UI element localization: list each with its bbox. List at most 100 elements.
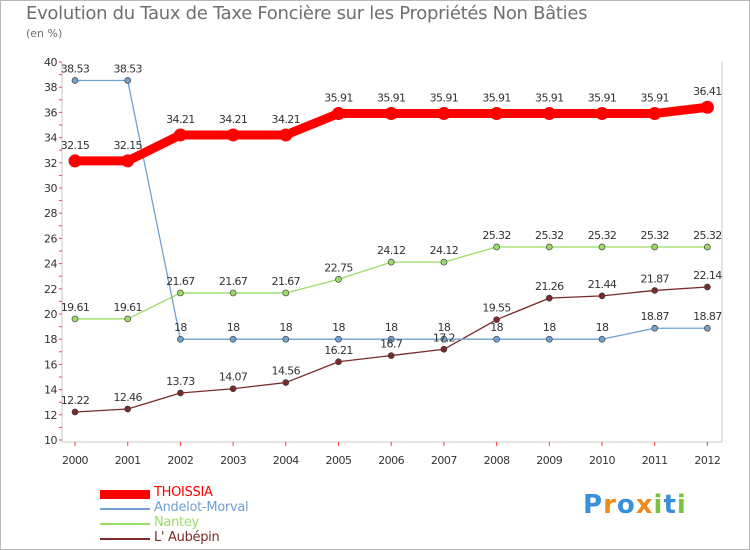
- data-point-thoissia: [542, 107, 556, 121]
- data-point-nantey: [598, 243, 606, 251]
- x-tick-label: 2002: [167, 454, 193, 467]
- data-point-andelot-morval: [335, 335, 342, 343]
- legend-label-thoissia: THOISSIA: [154, 485, 213, 500]
- y-tick-label: 36: [44, 106, 57, 119]
- y-tick-label: 14: [44, 384, 57, 397]
- data-point-thoissia: [595, 107, 609, 121]
- data-label-andelot-morval: 18: [174, 321, 187, 334]
- data-point-andelot-morval: [387, 335, 395, 343]
- data-point-thoissia: [279, 128, 293, 142]
- data-label-andelot-morval: 18: [332, 321, 345, 334]
- data-label-andelot-morval: 18.87: [640, 310, 669, 323]
- data-point-andelot-morval: [493, 335, 500, 343]
- data-label-andelot-morval: 38.53: [113, 63, 142, 76]
- data-label-nantey: 21.67: [166, 275, 195, 288]
- data-point-andelot-morval: [71, 77, 79, 84]
- x-tick-label: 2012: [694, 454, 720, 467]
- x-tick-label: 2007: [431, 454, 457, 467]
- legend-swatch-nantey: [100, 523, 150, 525]
- proxiti-logo: Proxiti: [583, 490, 687, 520]
- y-tick-label: 16: [44, 358, 57, 371]
- data-point-andelot-morval: [651, 324, 659, 332]
- data-label-thoissia: 32.15: [61, 139, 90, 152]
- data-label-nantey: 25.32: [640, 229, 669, 242]
- data-point-andelot-morval: [177, 335, 184, 343]
- y-tick-label: 10: [44, 434, 57, 447]
- x-tick-label: 2001: [115, 454, 141, 467]
- data-label-thoissia: 35.91: [324, 92, 353, 105]
- data-point-l-aub-pin: [177, 389, 184, 397]
- data-point-andelot-morval: [124, 77, 132, 84]
- x-tick-label: 2003: [220, 454, 246, 467]
- data-point-nantey: [651, 243, 659, 251]
- data-point-l-aub-pin: [704, 283, 711, 291]
- y-tick-label: 26: [44, 232, 57, 245]
- legend-label-nantey: Nantey: [154, 515, 199, 530]
- data-point-thoissia: [226, 128, 240, 142]
- data-point-andelot-morval: [229, 335, 237, 343]
- logo-letter: P: [583, 490, 604, 520]
- data-label-nantey: 24.12: [377, 244, 406, 257]
- legend-label-l-aub-pin: L' Aubépin: [154, 530, 220, 545]
- data-label-nantey: 25.32: [693, 229, 722, 242]
- chart-title: Evolution du Taux de Taxe Foncière sur l…: [26, 3, 588, 24]
- data-label-andelot-morval: 18: [227, 321, 240, 334]
- data-label-andelot-morval: 18: [385, 321, 398, 334]
- data-label-andelot-morval: 18: [596, 321, 609, 334]
- data-point-thoissia: [173, 128, 187, 142]
- data-label-l-aub-pin: 14.07: [219, 371, 248, 384]
- data-label-thoissia: 36.41: [693, 85, 722, 98]
- logo-letter: t: [663, 490, 677, 520]
- y-tick-label: 32: [44, 157, 57, 170]
- data-label-thoissia: 34.21: [272, 113, 301, 126]
- data-label-l-aub-pin: 16.7: [380, 338, 403, 351]
- data-point-nantey: [282, 289, 290, 297]
- data-point-l-aub-pin: [387, 352, 395, 359]
- data-point-thoissia: [700, 100, 714, 114]
- data-label-thoissia: 35.91: [535, 92, 564, 105]
- data-label-l-aub-pin: 12.46: [113, 391, 142, 404]
- data-label-andelot-morval: 18: [490, 321, 503, 334]
- x-tick-label: 2010: [589, 454, 615, 467]
- data-point-l-aub-pin: [335, 358, 342, 366]
- data-label-thoissia: 35.91: [482, 92, 511, 105]
- x-tick-label: 2006: [378, 454, 404, 467]
- x-tick-label: 2011: [642, 454, 668, 467]
- data-label-andelot-morval: 18: [437, 321, 450, 334]
- legend-swatch-l-aub-pin: [100, 538, 150, 540]
- data-point-nantey: [493, 243, 500, 251]
- data-point-andelot-morval: [704, 324, 711, 332]
- y-tick-label: 20: [44, 308, 57, 321]
- data-point-thoissia: [384, 107, 398, 121]
- logo-letter: r: [603, 490, 617, 520]
- data-label-nantey: 25.32: [535, 229, 564, 242]
- data-point-nantey: [440, 258, 448, 266]
- x-tick-label: 2009: [536, 454, 562, 467]
- data-point-thoissia: [490, 107, 504, 121]
- legend-swatch-andelot-morval: [100, 508, 150, 510]
- data-label-nantey: 25.32: [588, 229, 617, 242]
- data-point-l-aub-pin: [545, 294, 553, 302]
- y-tick-label: 18: [44, 333, 57, 346]
- data-point-l-aub-pin: [651, 287, 659, 294]
- y-tick-label: 28: [44, 207, 57, 220]
- data-point-nantey: [71, 315, 79, 323]
- data-point-l-aub-pin: [282, 379, 290, 386]
- data-point-nantey: [177, 289, 184, 297]
- data-label-thoissia: 35.91: [430, 92, 459, 105]
- y-tick-label: 22: [44, 283, 57, 296]
- data-label-l-aub-pin: 13.73: [166, 375, 195, 388]
- data-label-l-aub-pin: 19.55: [482, 302, 511, 315]
- data-point-nantey: [124, 315, 132, 323]
- data-point-l-aub-pin: [598, 292, 606, 300]
- data-label-thoissia: 34.21: [219, 113, 248, 126]
- logo-letter: x: [635, 490, 654, 520]
- x-tick-label: 2005: [326, 454, 352, 467]
- y-tick-label: 40: [44, 56, 57, 69]
- x-tick-label: 2004: [273, 454, 299, 467]
- legend-label-andelot-morval: Andelot-Morval: [154, 500, 249, 515]
- data-point-thoissia: [648, 107, 662, 121]
- data-label-nantey: 24.12: [430, 244, 459, 257]
